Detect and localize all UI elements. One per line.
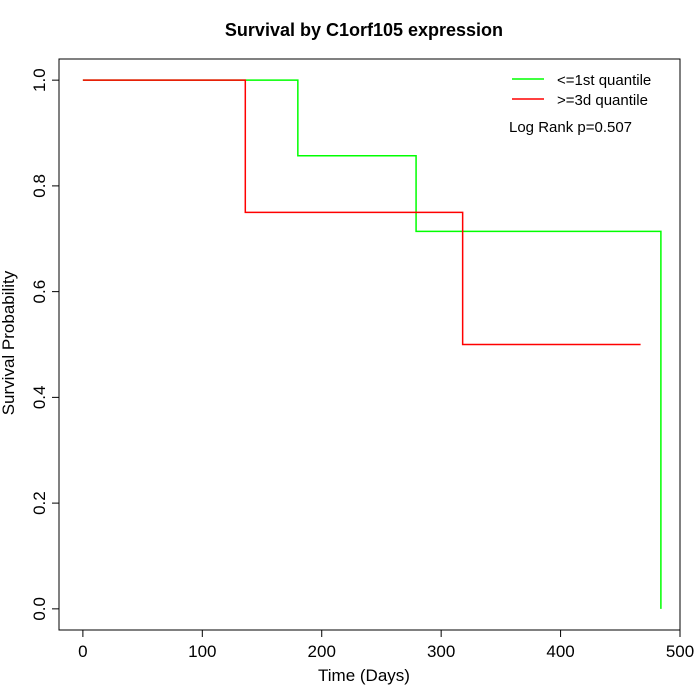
x-axis-label: Time (Days) [318,666,410,685]
series-layer [82,79,662,609]
y-tick-label: 0.8 [30,174,49,198]
x-tick-label: 100 [188,642,216,661]
series-line-2 [82,79,641,346]
y-tick-label: 0.4 [30,386,49,410]
x-tick-label: 400 [546,642,574,661]
x-tick-label: 500 [666,642,694,661]
x-tick-label: 300 [427,642,455,661]
y-tick-label: 0.2 [30,491,49,515]
x-tick-label: 0 [78,642,87,661]
legend-label-series-2: >=3d quantile [557,92,648,109]
y-axis: 0.0 0.2 0.4 0.6 0.8 1.0 [30,68,60,621]
log-rank-annotation: Log Rank p=0.507 [509,119,632,136]
series-line-1 [82,79,662,609]
y-tick-label: 0.0 [30,597,49,621]
x-tick-label: 200 [308,642,336,661]
y-tick-label: 1.0 [30,68,49,92]
y-axis-label: Survival Probability [0,270,18,415]
legend: <=1st quantile >=3d quantile [512,72,651,109]
chart-title: Survival by C1orf105 expression [225,20,503,40]
y-tick-label: 0.6 [30,280,49,304]
x-axis: 0 100 200 300 400 500 [78,629,694,661]
legend-label-series-1: <=1st quantile [557,72,651,89]
